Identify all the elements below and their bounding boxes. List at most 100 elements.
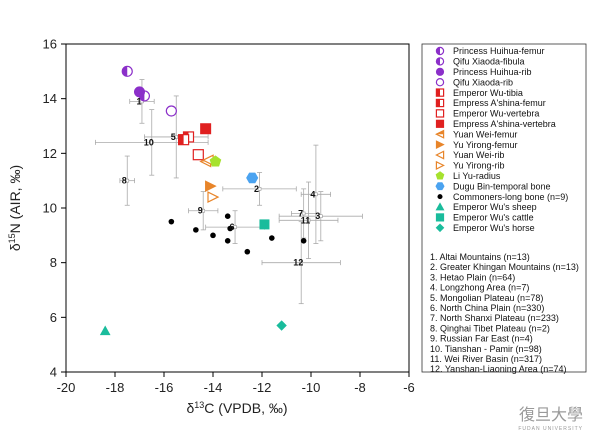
x-tick-label: -18 xyxy=(106,380,125,395)
legend-label: Emperor Wu's cattle xyxy=(453,213,534,223)
data-point-13-0 xyxy=(246,172,259,184)
legend-marker-12 xyxy=(435,171,445,180)
legend-label: Yu Yirong-femur xyxy=(453,140,518,150)
data-point-16-0 xyxy=(259,219,270,230)
legend-marker-17 xyxy=(435,223,445,233)
region-number-label: 7 xyxy=(298,208,303,218)
data-point-9-0 xyxy=(205,180,217,192)
y-tick-label: 8 xyxy=(50,255,57,270)
data-point-11-0 xyxy=(207,191,220,204)
region-list-item: 3. Hetao Plain (n=64) xyxy=(430,272,515,282)
region-errorbar-3 xyxy=(278,191,363,242)
data-point-14-0 xyxy=(168,218,175,225)
data-point-14-6 xyxy=(269,235,275,241)
region-list-item: 1. Altai Mountains (n=13) xyxy=(430,252,530,262)
y-tick-label: 10 xyxy=(43,201,57,216)
region-number-label: 9 xyxy=(198,206,203,216)
y-tick-label: 6 xyxy=(50,310,57,325)
region-list-item: 5. Mongolian Plateau (n=78) xyxy=(430,293,543,303)
region-number-label: 2 xyxy=(254,184,259,194)
y-axis-title: δ15N (AIR, ‰) xyxy=(7,165,23,251)
legend-label: Emperor Wu's sheep xyxy=(453,202,537,212)
legend-marker-11 xyxy=(435,160,445,170)
region-errorbar-9 xyxy=(188,191,219,231)
region-errorbar-8 xyxy=(119,155,136,206)
x-tick-label: -6 xyxy=(403,380,415,395)
data-markers xyxy=(99,65,307,336)
data-point-0-0 xyxy=(121,65,133,77)
region-number-label: 10 xyxy=(144,137,154,147)
x-tick-label: -20 xyxy=(57,380,76,395)
region-number-label: 3 xyxy=(315,211,320,221)
legend-marker-4 xyxy=(435,88,445,97)
data-point-7-0 xyxy=(200,123,212,135)
legend-marker-16 xyxy=(435,213,445,222)
x-tick-label: -14 xyxy=(204,380,223,395)
region-errorbar-6 xyxy=(205,210,265,244)
region-errorbar-1 xyxy=(129,79,155,124)
y-tick-label: 16 xyxy=(43,37,57,52)
legend-marker-13 xyxy=(435,182,445,191)
x-tick-label: -8 xyxy=(354,380,366,395)
data-point-2-0 xyxy=(134,86,145,98)
legend-label: Li Yu-radius xyxy=(453,171,501,181)
legend-marker-2 xyxy=(435,67,445,76)
x-tick-label: -16 xyxy=(155,380,174,395)
region-number-label: 4 xyxy=(310,189,315,199)
region-errorbar-5 xyxy=(143,95,209,179)
region-number-label: 11 xyxy=(301,215,311,225)
data-point-6-0 xyxy=(192,149,204,161)
region-errorbar-12 xyxy=(261,221,341,305)
region-number-label: 8 xyxy=(122,176,127,186)
data-point-14-8 xyxy=(244,248,251,255)
legend-box xyxy=(421,43,587,373)
data-point-14-3 xyxy=(210,232,216,239)
region-list-item: 9. Russian Far East (n=4) xyxy=(430,334,533,344)
region-list-item: 4. Longzhong Area (n=7) xyxy=(430,283,529,293)
region-list-item: 12. Yanshan-Liaoning Area (n=74) xyxy=(430,364,567,374)
data-point-14-4 xyxy=(227,225,233,232)
x-tick-label: -10 xyxy=(302,380,321,395)
legend-label: Yuan Wei-femur xyxy=(453,129,517,139)
plot-frame xyxy=(65,43,410,373)
data-point-14-1 xyxy=(193,227,199,233)
y-tick-label: 14 xyxy=(43,91,57,106)
data-point-3-0 xyxy=(165,105,177,117)
legend-marker-8 xyxy=(435,129,445,139)
watermark-subtitle: FUDAN UNIVERSITY xyxy=(518,426,583,432)
y-axis-ticks: 4 6 8 10 12 14 16 xyxy=(43,37,66,380)
data-point-17-0 xyxy=(276,320,287,331)
region-list-item: 7. North Shanxi Plateau (n=233) xyxy=(430,313,559,323)
legend-label: Empress A'shina-vertebra xyxy=(453,119,556,129)
region-list-item: 2. Greater Khingan Mountains (n=13) xyxy=(430,262,579,272)
region-list-item: 8. Qinghai Tibet Plateau (n=2) xyxy=(430,323,550,333)
region-errorbar-11 xyxy=(278,181,339,259)
region-list-item: 6. North China Plain (n=330) xyxy=(430,303,544,313)
legend-marker-14 xyxy=(437,194,443,200)
legend-marker-10 xyxy=(435,150,445,160)
fudan-watermark: 復旦大學 FUDAN UNIVERSITY xyxy=(518,405,583,432)
region-number-label: 12 xyxy=(293,258,303,268)
data-point-15-0 xyxy=(99,325,111,336)
region-errorbar-7 xyxy=(290,188,317,239)
legend-label: Emperor Wu-tibia xyxy=(453,88,523,98)
data-point-5-0 xyxy=(178,134,190,146)
region-list-item: 10. Tianshan - Pamir (n=98) xyxy=(430,344,542,354)
x-tick-label: -12 xyxy=(253,380,272,395)
legend-marker-3 xyxy=(435,77,445,87)
legend-label: Princess Huihua-femur xyxy=(453,46,545,56)
legend-label: Yuan Wei-rib xyxy=(453,150,504,160)
x-axis-ticks: -20 -18 -16 -14 -12 -10 -8 -6 xyxy=(57,372,415,395)
error-bars xyxy=(95,79,363,305)
legend-marker-7 xyxy=(435,119,445,128)
legend-label: Princess Huihua-rib xyxy=(453,67,532,77)
data-point-14-2 xyxy=(224,213,231,219)
legend-marker-5 xyxy=(435,98,445,108)
legend-label: Emperor Wu-vertebra xyxy=(453,109,539,119)
legend-label: Qifu Xiaoda-fibula xyxy=(453,57,525,67)
region-list-item: 11. Wei River Basin (n=317) xyxy=(430,354,542,364)
